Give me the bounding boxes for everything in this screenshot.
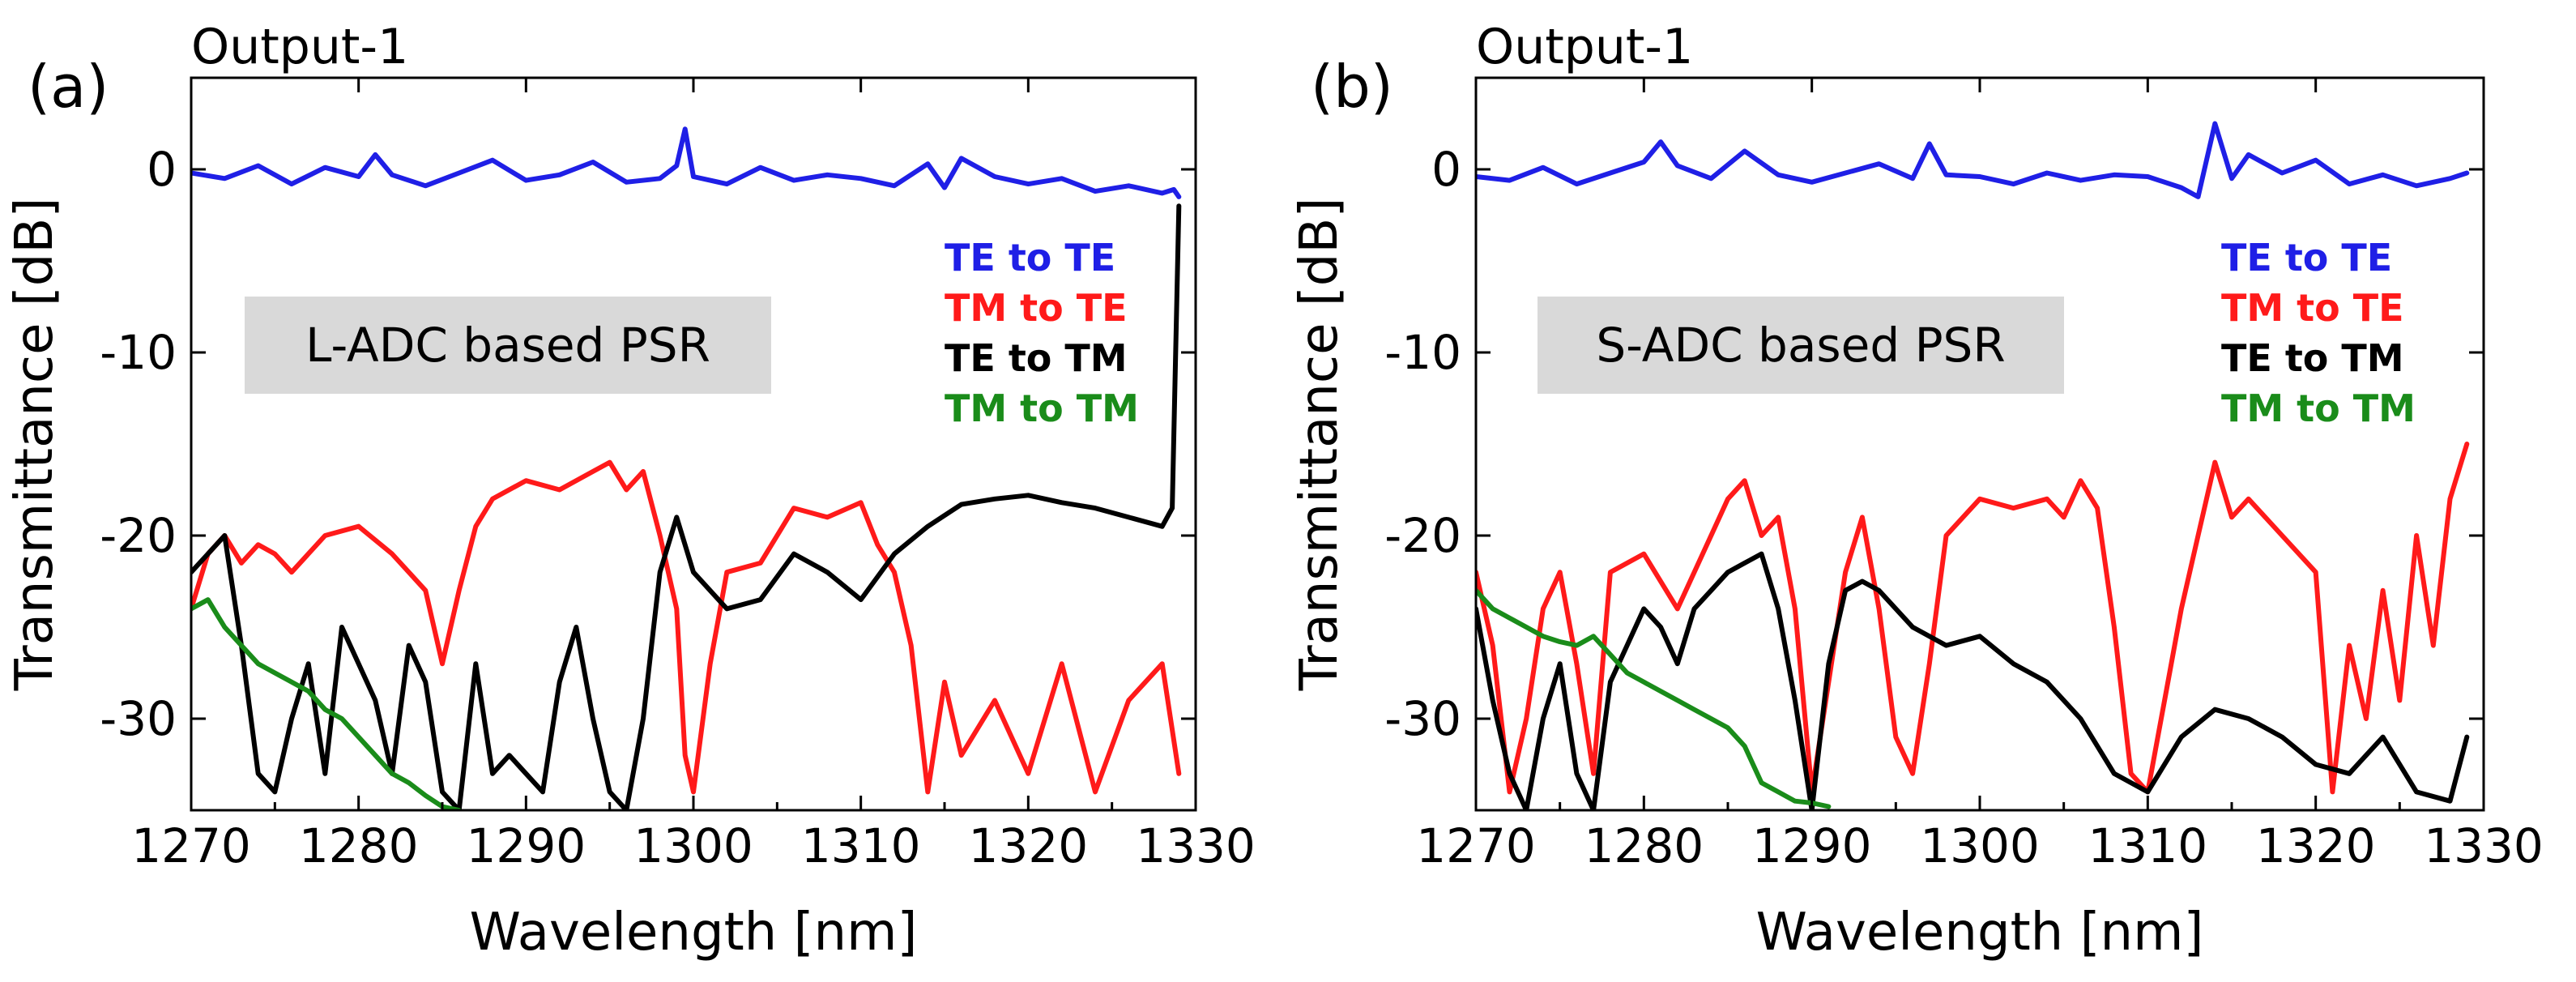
series-line-tm-to-te bbox=[191, 459, 1182, 795]
series-group bbox=[191, 126, 1182, 810]
series-group bbox=[1476, 121, 2470, 810]
x-tick-label: 1280 bbox=[299, 818, 419, 873]
series-line-te-to-tm bbox=[191, 203, 1182, 810]
x-tick-label: 1320 bbox=[2256, 818, 2376, 873]
panel-subtitle: Output-1 bbox=[1476, 19, 1693, 75]
legend-entry-tm-to-tm: TM to TM bbox=[945, 386, 1139, 430]
y-tick-label: 0 bbox=[147, 142, 177, 197]
x-tick-label: 1330 bbox=[2424, 818, 2544, 873]
y-tick-label: -10 bbox=[100, 325, 177, 380]
annotation-label: S-ADC based PSR bbox=[1596, 318, 2005, 373]
x-tick-label: 1300 bbox=[633, 818, 753, 873]
annotation-label: L-ADC based PSR bbox=[305, 318, 710, 373]
plot-frame bbox=[1474, 76, 2485, 812]
panel-letter: (b) bbox=[1311, 53, 1393, 121]
x-tick-label: 1270 bbox=[131, 818, 251, 873]
x-axis-title: Wavelength [nm] bbox=[470, 903, 918, 963]
panel-b: S-ADC based PSR 1270 1280 1290 1300 1310 1320 1… bbox=[1290, 19, 2544, 963]
legend-entry-te-to-te: TE to TE bbox=[945, 236, 1115, 280]
x-tick-label: 1290 bbox=[1752, 818, 1872, 873]
x-tick-label: 1270 bbox=[1416, 818, 1536, 873]
legend-entry-te-to-tm: TE to TM bbox=[2221, 336, 2404, 380]
legend-entry-te-to-te: TE to TE bbox=[2221, 236, 2392, 280]
legend-entry-tm-to-tm: TM to TM bbox=[2221, 386, 2416, 430]
annotation-box bbox=[1537, 297, 2064, 394]
x-tick-label: 1300 bbox=[1920, 818, 2040, 873]
legend-entry-tm-to-te: TM to TE bbox=[2221, 286, 2404, 330]
x-tick-label: 1290 bbox=[467, 818, 586, 873]
y-tick-label: 0 bbox=[1431, 142, 1461, 197]
series-line-tm-to-tm bbox=[191, 597, 462, 810]
legend-entry-te-to-tm: TE to TM bbox=[945, 336, 1128, 380]
x-tick-label: 1310 bbox=[801, 818, 921, 873]
x-axis-title: Wavelength [nm] bbox=[1756, 903, 2204, 963]
series-line-tm-to-tm bbox=[1476, 587, 1832, 809]
series-line-te-to-te bbox=[191, 126, 1182, 199]
y-tick-label: -20 bbox=[1384, 508, 1461, 563]
series-line-te-to-te bbox=[1476, 121, 2470, 199]
y-axis-title: Transmittance [dB] bbox=[1290, 198, 1350, 692]
annotation-box bbox=[245, 297, 771, 394]
panel-letter: (a) bbox=[28, 53, 109, 121]
y-tick-label: -30 bbox=[1384, 691, 1461, 746]
legend-entry-tm-to-te: TM to TE bbox=[945, 286, 1128, 330]
series-line-te-to-tm bbox=[1476, 551, 2470, 810]
x-tick-label: 1330 bbox=[1136, 818, 1256, 873]
y-axis-title: Transmittance [dB] bbox=[5, 198, 65, 692]
y-tick-label: -10 bbox=[1384, 325, 1461, 380]
x-tick-label: 1280 bbox=[1584, 818, 1704, 873]
y-tick-label: -30 bbox=[100, 691, 177, 746]
plot-frame bbox=[190, 76, 1197, 812]
panel-subtitle: Output-1 bbox=[191, 19, 408, 75]
panel-a: L-ADC based PSR 1270 1280 1290 1300 1310 1320 1… bbox=[5, 19, 1256, 963]
x-tick-label: 1310 bbox=[2088, 818, 2208, 873]
x-tick-label: 1320 bbox=[969, 818, 1089, 873]
series-line-tm-to-te bbox=[1476, 442, 2470, 795]
y-tick-label: -20 bbox=[100, 508, 177, 563]
